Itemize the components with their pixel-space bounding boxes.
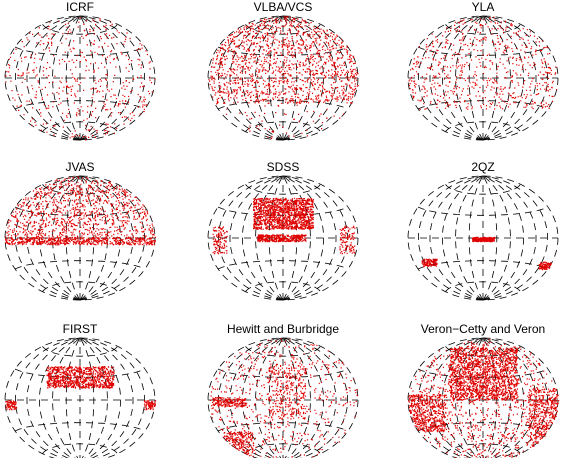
- meridian: [229, 175, 284, 301]
- panel-title: JVAS: [65, 160, 94, 174]
- meridian: [429, 175, 484, 301]
- parallel: [217, 100, 349, 110]
- parallel: [14, 100, 146, 110]
- sky-panel: 2QZ: [407, 160, 559, 301]
- parallel: [42, 281, 118, 292]
- parallel: [14, 260, 146, 270]
- sky-panel: ICRF: [4, 0, 156, 141]
- meridian: [79, 175, 134, 301]
- panel-title: VLBA/VCS: [254, 0, 313, 14]
- parallel: [14, 46, 146, 56]
- parallel: [217, 422, 349, 432]
- sky-outline: [4, 15, 156, 141]
- parallel: [445, 24, 521, 35]
- sky-outline: [407, 175, 559, 301]
- parallel: [14, 422, 146, 432]
- parallel: [217, 260, 349, 270]
- parallel: [445, 281, 521, 292]
- meridian: [282, 175, 337, 301]
- parallel: [245, 24, 321, 35]
- source-dots: [408, 338, 560, 458]
- sky-panel: SDSS: [207, 160, 359, 301]
- sky-panel: Hewitt and Burbridge: [207, 322, 359, 458]
- parallel: [245, 346, 321, 357]
- parallel: [42, 24, 118, 35]
- sky-panel: Veron−Cetty and Veron: [407, 322, 560, 458]
- meridian: [26, 337, 81, 458]
- meridian: [482, 15, 537, 141]
- parallel: [417, 368, 549, 378]
- parallel: [245, 184, 321, 195]
- sky-outline: [4, 337, 156, 458]
- parallel: [245, 281, 321, 292]
- sky-panel: YLA: [407, 0, 559, 141]
- meridian: [282, 15, 337, 141]
- source-dots: [208, 16, 359, 140]
- parallel: [245, 121, 321, 132]
- source-dots: [408, 16, 558, 111]
- meridian: [26, 15, 81, 141]
- parallel: [14, 368, 146, 378]
- parallel: [445, 184, 521, 195]
- parallel: [42, 443, 118, 454]
- parallel: [417, 206, 549, 216]
- sky-panel: VLBA/VCS: [207, 0, 359, 141]
- sky-panel: FIRST: [4, 322, 157, 458]
- sky-outline: [207, 337, 359, 458]
- panel-title: ICRF: [66, 0, 94, 14]
- panel-title: SDSS: [267, 160, 300, 174]
- panel-title: Hewitt and Burbridge: [227, 322, 339, 336]
- meridian: [229, 337, 284, 458]
- meridian: [38, 337, 81, 458]
- sky-panel: JVAS: [4, 160, 156, 301]
- parallel: [245, 443, 321, 454]
- source-dots: [421, 236, 552, 271]
- meridian: [229, 15, 284, 141]
- panel-title: Veron−Cetty and Veron: [421, 322, 545, 336]
- meridian: [429, 337, 484, 458]
- meridian: [79, 15, 134, 141]
- meridian: [482, 175, 537, 301]
- parallel: [217, 46, 349, 56]
- panel-title: YLA: [472, 0, 495, 14]
- parallel: [445, 121, 521, 132]
- source-dots: [5, 366, 157, 411]
- sky-outline: [407, 15, 559, 141]
- panel-title: 2QZ: [471, 160, 494, 174]
- meridian: [429, 15, 484, 141]
- source-dots: [5, 176, 156, 246]
- panel-title: FIRST: [63, 322, 98, 336]
- meridian: [282, 337, 337, 458]
- sky-outline: [207, 15, 359, 141]
- meridian: [79, 337, 134, 458]
- source-dots: [212, 197, 356, 255]
- sky-outline: [207, 175, 359, 301]
- parallel: [42, 346, 118, 357]
- meridian: [79, 337, 122, 458]
- parallel: [42, 121, 118, 132]
